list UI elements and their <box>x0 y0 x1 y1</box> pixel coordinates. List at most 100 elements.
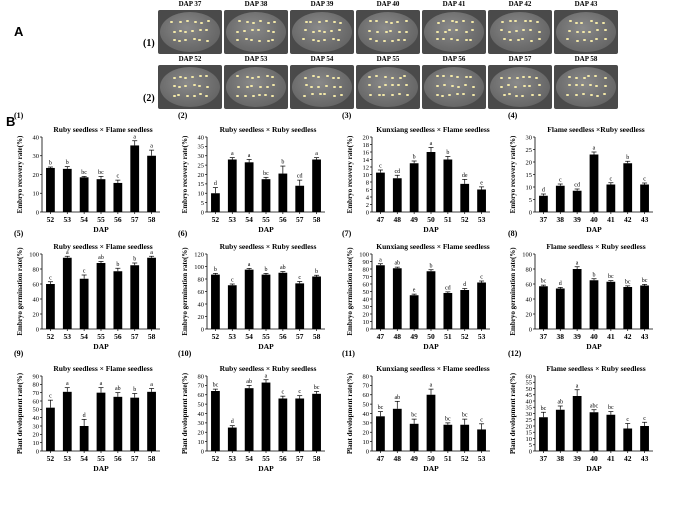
x-tick-label: 39 <box>573 332 581 341</box>
embryo-seed <box>523 85 526 87</box>
x-tick-label: 43 <box>641 454 649 463</box>
y-tick-label: 50 <box>526 386 533 393</box>
chart-title: Ruby seedless × Ruby seedless <box>220 125 317 134</box>
x-tick-label: 48 <box>394 454 402 463</box>
y-tick-label: 60 <box>33 281 40 288</box>
bar <box>261 274 271 329</box>
embryo-seed <box>451 20 454 22</box>
embryo-seed <box>258 94 261 96</box>
y-tick-label: 0 <box>201 326 204 333</box>
y-tick-label: 60 <box>363 392 370 399</box>
x-axis-label: DAP <box>93 225 109 234</box>
y-axis-label: Embryo germination rate(%) <box>16 247 24 336</box>
x-tick-label: 53 <box>64 454 72 463</box>
bar <box>555 409 565 451</box>
embryo-seed <box>521 95 524 97</box>
bar <box>555 288 565 329</box>
x-tick-label: 53 <box>478 454 486 463</box>
bar <box>130 397 140 451</box>
embryo-seed <box>500 77 503 79</box>
y-axis-label: Plant development rate(%) <box>16 372 24 454</box>
x-tick-label: 49 <box>410 332 418 341</box>
embryo-seed <box>604 77 607 79</box>
embryo-seed <box>514 20 517 22</box>
embryo-seed <box>536 21 539 23</box>
embryo-seed <box>193 95 196 97</box>
dish-label: DAP 58 <box>574 55 598 63</box>
embryo-seed <box>500 29 503 31</box>
embryo-seed <box>207 20 210 22</box>
bar <box>376 172 385 212</box>
embryo-seed <box>271 39 274 41</box>
bar <box>589 412 599 451</box>
embryo-seed <box>177 94 180 96</box>
x-tick-label: 56 <box>114 454 122 463</box>
bar <box>312 276 321 329</box>
bar <box>426 152 436 212</box>
bar <box>312 159 321 212</box>
bar <box>46 167 55 212</box>
significance-letter: b <box>626 155 629 161</box>
chart-number: (4) <box>508 111 518 120</box>
embryo-seed <box>305 84 308 86</box>
x-tick-label: 39 <box>573 215 581 224</box>
embryo-seed <box>583 39 586 41</box>
x-axis-label: DAP <box>423 225 439 234</box>
embryo-seed <box>521 38 524 40</box>
bar <box>409 163 419 212</box>
embryo-seed <box>448 94 451 96</box>
bar <box>244 269 254 329</box>
embryo-seed <box>530 40 533 42</box>
y-tick-label: 90 <box>363 259 370 266</box>
petri-dish-photo <box>554 10 618 54</box>
embryo-seed <box>462 20 465 22</box>
bar <box>261 382 271 451</box>
y-tick-label: 100 <box>29 251 39 258</box>
embryo-seed <box>403 75 406 77</box>
x-axis-label: DAP <box>586 342 602 351</box>
bar <box>623 163 633 212</box>
embryo-seed <box>339 22 342 24</box>
significance-letter: a <box>315 151 318 157</box>
dish-label: DAP 55 <box>376 55 400 63</box>
y-axis-label: Plant development rate(%) <box>346 372 354 454</box>
embryo-seed <box>323 39 326 41</box>
x-tick-label: 52 <box>461 215 469 224</box>
embryo-seed <box>538 94 541 96</box>
embryo-seed <box>257 76 260 78</box>
y-tick-label: 30 <box>526 411 533 418</box>
y-tick-label: 20 <box>198 314 205 321</box>
dish-label: DAP 41 <box>442 0 466 8</box>
embryo-seed <box>179 76 182 78</box>
embryo-seed <box>406 94 409 96</box>
y-tick-label: 100 <box>359 251 369 258</box>
petri-dish-photo <box>224 10 288 54</box>
bar <box>244 388 254 451</box>
bar <box>96 392 106 451</box>
embryo-seed <box>186 95 189 97</box>
embryo-seed <box>590 20 593 22</box>
significance-letter: a <box>150 144 153 150</box>
embryo-seed <box>575 94 578 96</box>
y-tick-label: 20 <box>33 432 40 439</box>
x-tick-label: 57 <box>131 215 139 224</box>
embryo-seed <box>566 38 569 40</box>
embryo-seed <box>517 39 520 41</box>
y-tick-label: 6 <box>366 187 370 194</box>
dish-label: DAP 52 <box>178 55 202 63</box>
petri-dish <box>556 12 616 52</box>
embryo-seed <box>575 77 578 79</box>
chart-title: Ruby seedless × Ruby seedless <box>220 364 317 373</box>
embryo-seed <box>325 85 328 87</box>
embryo-seed <box>589 84 592 86</box>
embryo-seed <box>576 31 579 33</box>
y-axis-label: Embryo recovery rate(%) <box>181 135 189 213</box>
petri-dish-photo <box>158 10 222 54</box>
significance-letter: bc <box>213 383 219 389</box>
y-tick-label: 60 <box>198 392 205 399</box>
embryo-seed <box>368 84 371 86</box>
bar <box>376 265 385 329</box>
bar <box>623 287 633 329</box>
x-tick-label: 52 <box>47 215 55 224</box>
